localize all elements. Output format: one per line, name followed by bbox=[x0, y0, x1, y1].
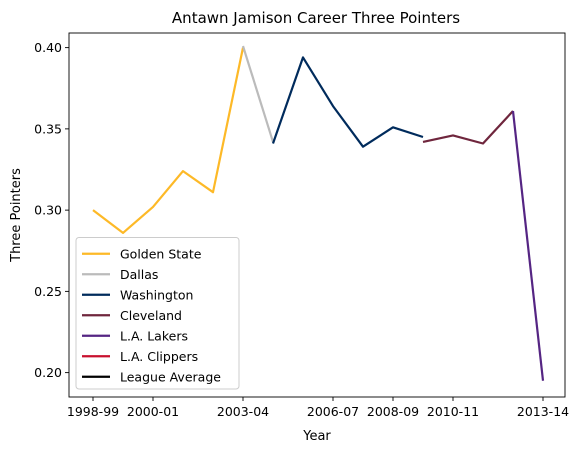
legend-label: Golden State bbox=[120, 246, 202, 261]
legend-label: Dallas bbox=[120, 267, 158, 282]
x-tick-label: 2003-04 bbox=[217, 404, 269, 419]
y-tick-label: 0.35 bbox=[34, 121, 62, 136]
x-axis-title: Year bbox=[302, 429, 331, 444]
y-axis: 0.20 0.25 0.30 0.35 0.40 bbox=[34, 40, 69, 380]
legend-label: Cleveland bbox=[120, 308, 182, 323]
legend-label: Washington bbox=[120, 287, 193, 302]
x-tick-label: 2006-07 bbox=[307, 404, 359, 419]
x-tick-label: 2000-01 bbox=[127, 404, 179, 419]
legend-label: League Average bbox=[120, 369, 221, 384]
chart-title: Antawn Jamison Career Three Pointers bbox=[172, 9, 460, 27]
legend: Golden State Dallas Washington Cleveland L.A… bbox=[76, 238, 239, 390]
y-tick-label: 0.40 bbox=[34, 40, 62, 55]
y-tick-label: 0.30 bbox=[34, 203, 62, 218]
y-tick-label: 0.25 bbox=[34, 284, 62, 299]
legend-label: L.A. Clippers bbox=[120, 349, 198, 364]
x-axis: 1998-99 2000-01 2003-04 2006-07 2008-09 2010-… bbox=[67, 397, 569, 419]
x-tick-label: 2008-09 bbox=[367, 404, 419, 419]
x-tick-label: 2010-11 bbox=[427, 404, 479, 419]
x-tick-label: 2013-14 bbox=[517, 404, 569, 419]
legend-label: L.A. Lakers bbox=[120, 328, 188, 343]
y-axis-title: Three Pointers bbox=[9, 168, 24, 263]
x-tick-label: 1998-99 bbox=[67, 404, 119, 419]
y-tick-label: 0.20 bbox=[34, 365, 62, 380]
